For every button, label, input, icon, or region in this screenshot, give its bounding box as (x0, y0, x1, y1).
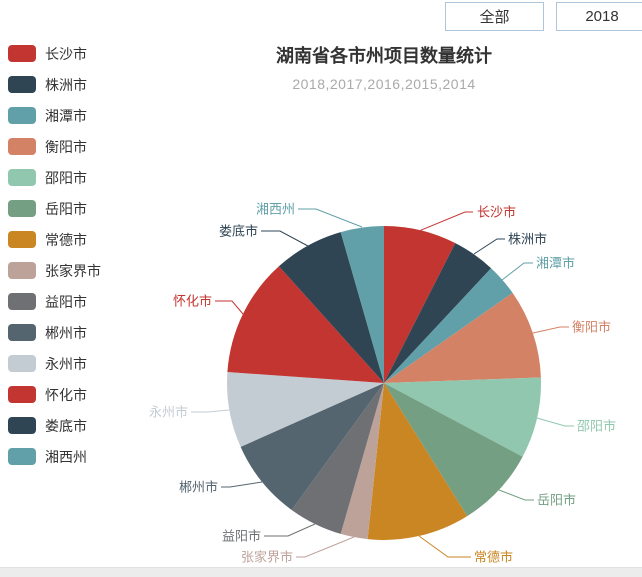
legend-item-label: 益阳市 (45, 293, 87, 310)
label-leader-line (298, 208, 363, 228)
pie-slice[interactable] (384, 268, 513, 383)
legend-color-swatch (8, 76, 36, 93)
pie-slice-label: 长沙市 (477, 205, 516, 220)
pie-slice[interactable] (384, 292, 541, 383)
pie-slice-label: 邵阳市 (577, 419, 616, 434)
legend-color-swatch (8, 231, 36, 248)
pie-slice-label: 衡阳市 (572, 320, 611, 335)
pie-slice-label: 郴州市 (179, 480, 218, 495)
pie-slice-label: 永州市 (149, 405, 188, 420)
pie-slice-label: 怀化市 (173, 294, 212, 309)
legend-item[interactable]: 永州市 (8, 348, 101, 379)
legend-color-swatch (8, 355, 36, 372)
label-leader-line (420, 211, 473, 231)
pie-slice-label: 株洲市 (508, 232, 547, 247)
legend-item[interactable]: 娄底市 (8, 410, 101, 441)
label-leader-line (215, 300, 244, 315)
legend-item-label: 郴州市 (45, 324, 87, 341)
pie-slice[interactable] (240, 383, 384, 510)
label-leader-line (501, 262, 533, 281)
legend-item-label: 长沙市 (45, 45, 87, 62)
legend-color-swatch (8, 138, 36, 155)
chart-title: 湖南省各市州项目数量统计 (276, 46, 492, 66)
legend-item-label: 衡阳市 (45, 138, 87, 155)
legend-item-label: 岳阳市 (45, 200, 87, 217)
legend-item[interactable]: 怀化市 (8, 379, 101, 410)
pie-slice-label: 常德市 (474, 550, 513, 565)
legend-item-label: 常德市 (45, 231, 87, 248)
legend-item[interactable]: 岳阳市 (8, 193, 101, 224)
pie-slice[interactable] (384, 383, 523, 517)
pie-slice-label: 湘西州 (256, 202, 295, 217)
pie-slice-label: 娄底市 (219, 224, 258, 239)
pie-slice[interactable] (340, 226, 384, 383)
label-leader-line (532, 326, 569, 334)
legend-item[interactable]: 郴州市 (8, 317, 101, 348)
legend-color-swatch (8, 200, 36, 217)
legend-item[interactable]: 益阳市 (8, 286, 101, 317)
legend-color-swatch (8, 262, 36, 279)
pie-slice[interactable] (227, 266, 384, 383)
label-leader-line (536, 417, 574, 427)
legend-color-swatch (8, 107, 36, 124)
pie-slice[interactable] (291, 383, 384, 534)
legend-item-label: 湘潭市 (45, 107, 87, 124)
pie-slice[interactable] (384, 225, 456, 383)
legend-item-label: 娄底市 (45, 417, 87, 434)
legend-color-swatch (8, 45, 36, 62)
chart-legend: 长沙市株洲市湘潭市衡阳市邵阳市岳阳市常德市张家界市益阳市郴州市永州市怀化市娄底市… (8, 38, 101, 472)
legend-color-swatch (8, 169, 36, 186)
label-leader-line (221, 481, 263, 488)
legend-item-label: 株洲市 (45, 76, 87, 93)
pie-slice-label: 张家界市 (241, 550, 293, 565)
pie-slice[interactable] (384, 243, 492, 383)
pie-slice[interactable] (384, 377, 541, 457)
label-leader-line (191, 409, 230, 413)
label-leader-line (296, 536, 355, 558)
pie-slice[interactable] (340, 383, 384, 540)
legend-item[interactable]: 湘潭市 (8, 100, 101, 131)
legend-color-swatch (8, 386, 36, 403)
legend-item[interactable]: 张家界市 (8, 255, 101, 286)
filter-year-2018-button[interactable]: 2018 (556, 2, 642, 31)
label-leader-line (473, 238, 505, 255)
legend-item[interactable]: 常德市 (8, 224, 101, 255)
label-leader-line (418, 535, 471, 558)
pie-slice[interactable] (367, 383, 468, 540)
pie-slice[interactable] (278, 232, 384, 383)
legend-item[interactable]: 邵阳市 (8, 162, 101, 193)
legend-item[interactable]: 衡阳市 (8, 131, 101, 162)
legend-item-label: 永州市 (45, 355, 87, 372)
bottom-bar (0, 567, 642, 577)
pie-slice-label: 岳阳市 (537, 493, 576, 508)
legend-color-swatch (8, 293, 36, 310)
legend-item-label: 怀化市 (45, 386, 87, 403)
label-leader-line (261, 230, 309, 247)
legend-color-swatch (8, 324, 36, 341)
legend-item[interactable]: 湘西州 (8, 441, 101, 472)
filter-all-button[interactable]: 全部 (445, 2, 544, 31)
pie-slice-label: 湘潭市 (536, 256, 575, 271)
legend-item-label: 邵阳市 (45, 169, 87, 186)
legend-item-label: 湘西州 (45, 448, 87, 465)
legend-item[interactable]: 株洲市 (8, 69, 101, 100)
pie-slice-label: 益阳市 (222, 529, 261, 544)
pie-slice[interactable] (227, 372, 384, 447)
chart-subtitle: 2018,2017,2016,2015,2014 (292, 76, 476, 92)
legend-item[interactable]: 长沙市 (8, 38, 101, 69)
legend-item-label: 张家界市 (45, 262, 101, 279)
legend-color-swatch (8, 417, 36, 434)
legend-color-swatch (8, 448, 36, 465)
label-leader-line (498, 489, 534, 501)
label-leader-line (264, 523, 316, 537)
